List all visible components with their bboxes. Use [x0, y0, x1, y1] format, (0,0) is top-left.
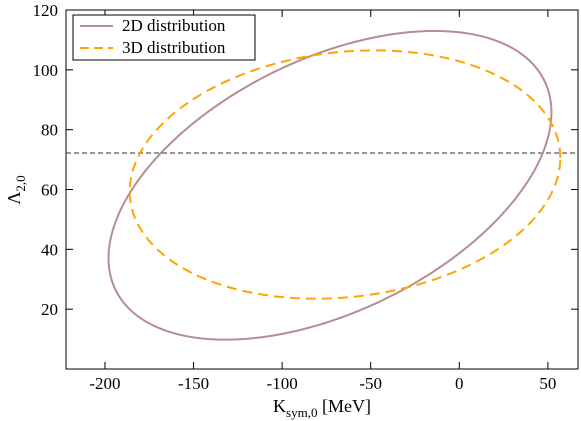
- legend-label-3d: 3D distribution: [122, 38, 226, 57]
- x-tick-label: 50: [539, 374, 556, 393]
- legend-label-2d: 2D distribution: [122, 16, 226, 35]
- x-tick-label: -200: [89, 374, 120, 393]
- x-tick-label: -150: [178, 374, 209, 393]
- legend: 2D distribution 3D distribution: [72, 14, 256, 61]
- series-layer: [107, 29, 562, 341]
- x-tick-label: -100: [267, 374, 298, 393]
- y-tick-label: 100: [33, 61, 59, 80]
- series-2d-distribution: [107, 29, 553, 341]
- y-tick-label: 60: [41, 181, 58, 200]
- x-axis-title: Ksym,0 [MeV]: [273, 396, 371, 420]
- plot-frame: [65, 9, 579, 370]
- y-axis-title: Λ2,0: [4, 175, 28, 204]
- ticks-layer: -200 -150 -100 -50 0 50 20 40 60 80 100 120: [33, 1, 578, 393]
- y-tick-label: 80: [41, 121, 58, 140]
- legend-box: [72, 14, 256, 61]
- y-tick-label: 40: [41, 240, 58, 259]
- y-tick-label: 20: [41, 300, 58, 319]
- y-tick-label: 120: [33, 1, 59, 20]
- x-tick-label: 0: [455, 374, 464, 393]
- series-3d-distribution: [128, 49, 562, 300]
- x-tick-label: -50: [359, 374, 382, 393]
